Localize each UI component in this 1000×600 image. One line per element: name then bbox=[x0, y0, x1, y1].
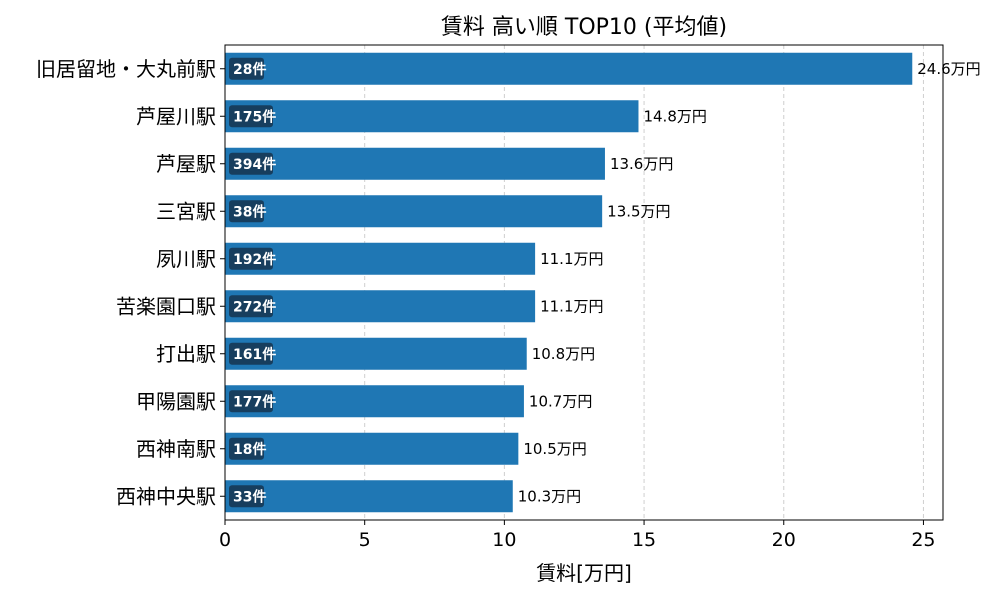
count-badge bbox=[229, 57, 264, 80]
chart-title: 賃料 高い順 TOP10 (平均値) bbox=[441, 15, 727, 40]
bar bbox=[225, 385, 524, 418]
x-tick-label: 10 bbox=[492, 529, 516, 551]
count-badge bbox=[229, 152, 273, 175]
count-label: 33件 bbox=[233, 488, 266, 505]
value-label: 13.6万円 bbox=[610, 155, 673, 173]
count-badge bbox=[229, 342, 273, 365]
y-tick-label: 西神南駅 bbox=[136, 437, 216, 461]
count-label: 175件 bbox=[233, 108, 276, 125]
bar bbox=[225, 480, 513, 513]
count-badge bbox=[229, 105, 273, 128]
y-tick-label: 旧居留地・大丸前駅 bbox=[36, 57, 216, 81]
x-tick-label: 15 bbox=[632, 529, 656, 551]
count-badge bbox=[229, 390, 273, 413]
value-label: 10.7万円 bbox=[529, 392, 592, 410]
bar bbox=[225, 100, 639, 133]
count-badge bbox=[229, 200, 264, 223]
count-label: 38件 bbox=[233, 203, 266, 220]
count-label: 18件 bbox=[233, 441, 266, 458]
count-badge bbox=[229, 437, 264, 460]
count-badge bbox=[229, 247, 273, 270]
axis-layer: 旧居留地・大丸前駅芦屋川駅芦屋駅三宮駅夙川駅苦楽園口駅打出駅甲陽園駅西神南駅西神… bbox=[36, 44, 944, 551]
value-label: 14.8万円 bbox=[643, 107, 706, 125]
count-label: 192件 bbox=[233, 251, 276, 268]
y-tick-label: 夙川駅 bbox=[156, 247, 216, 271]
plot-frame bbox=[224, 44, 944, 521]
bar bbox=[225, 147, 605, 180]
x-tick-label: 20 bbox=[772, 529, 796, 551]
value-label: 11.1万円 bbox=[540, 250, 603, 268]
value-label: 11.1万円 bbox=[540, 297, 603, 315]
y-tick-label: 芦屋駅 bbox=[156, 152, 216, 176]
bar bbox=[225, 290, 536, 323]
count-label: 161件 bbox=[233, 346, 276, 363]
bar bbox=[225, 195, 603, 228]
value-label: 24.6万円 bbox=[917, 60, 980, 78]
y-tick-label: 苦楽園口駅 bbox=[116, 294, 216, 318]
y-tick-label: 打出駅 bbox=[156, 342, 216, 366]
count-label: 394件 bbox=[233, 156, 276, 173]
count-label: 272件 bbox=[233, 298, 276, 315]
bar bbox=[225, 242, 536, 275]
x-tick-label: 0 bbox=[219, 529, 231, 551]
y-tick-label: 甲陽園駅 bbox=[136, 389, 216, 413]
value-label: 10.5万円 bbox=[523, 440, 586, 458]
count-label: 28件 bbox=[233, 61, 266, 78]
bar bbox=[225, 337, 527, 370]
y-tick-label: 芦屋川駅 bbox=[136, 104, 216, 128]
count-badge bbox=[229, 485, 264, 508]
x-tick-label: 25 bbox=[911, 529, 935, 551]
y-tick-label: 三宮駅 bbox=[156, 199, 216, 223]
value-label: 10.3万円 bbox=[518, 487, 581, 505]
bar bbox=[225, 432, 519, 465]
count-badge bbox=[229, 295, 273, 318]
x-axis-label: 賃料[万円] bbox=[536, 561, 632, 585]
bar-layer: 24.6万円 28件 14.8万円 175件 13.6万円 394件 13.5万円 38件 11… bbox=[225, 52, 981, 513]
value-label: 10.8万円 bbox=[532, 345, 595, 363]
count-label: 177件 bbox=[233, 393, 276, 410]
y-tick-label: 西神中央駅 bbox=[116, 484, 216, 508]
x-tick-label: 5 bbox=[359, 529, 371, 551]
bar bbox=[225, 52, 913, 85]
value-label: 13.5万円 bbox=[607, 202, 670, 220]
